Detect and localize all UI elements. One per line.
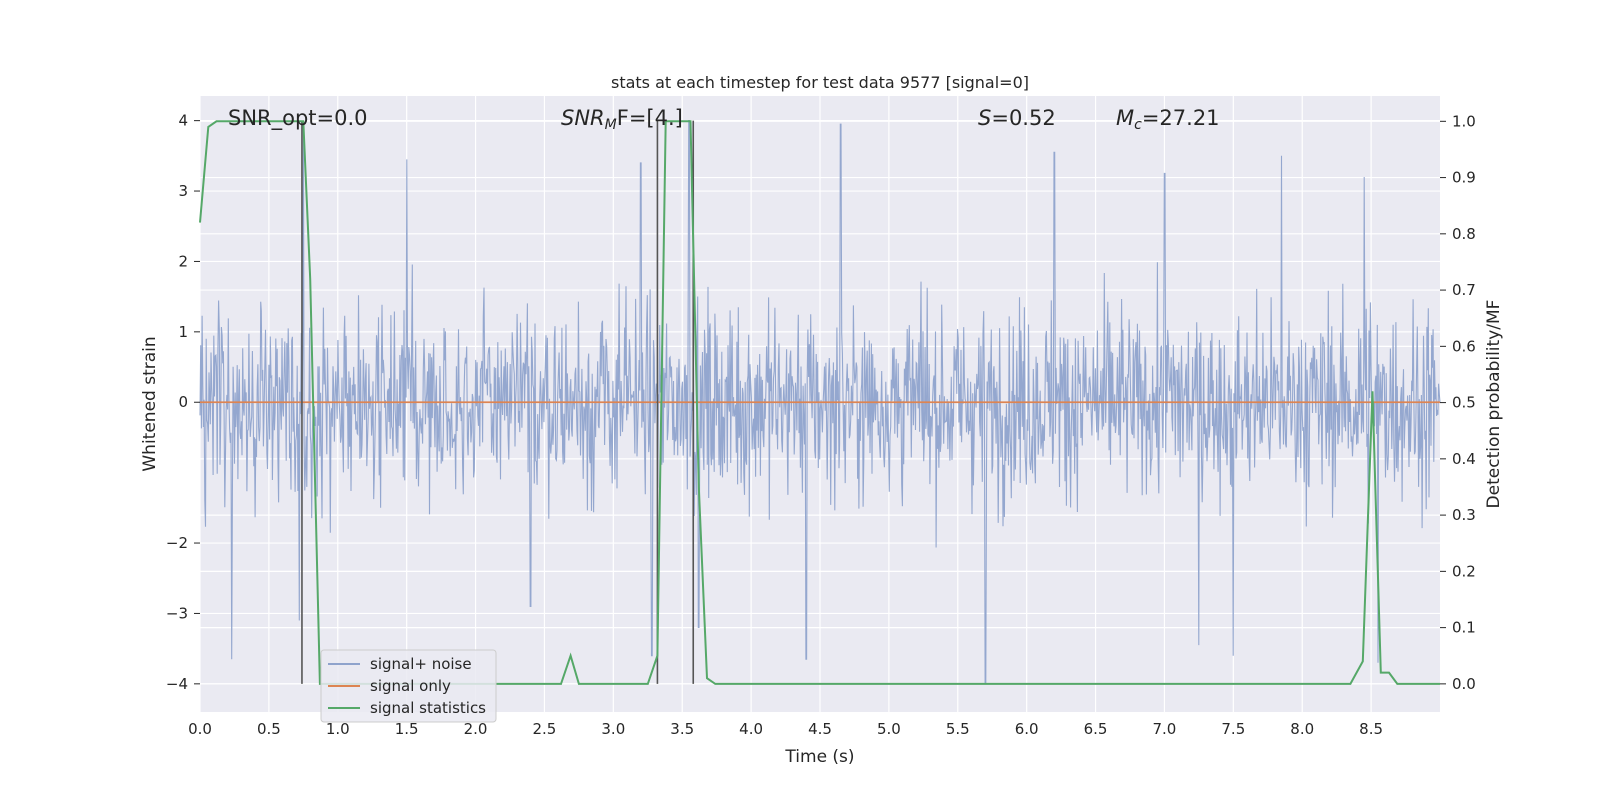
- annotation-mc-value: =27.21: [1142, 106, 1220, 130]
- x-tick-label: 0.0: [188, 720, 212, 738]
- y-right-tick-label: 0.7: [1452, 281, 1476, 299]
- y-left-tick-label: −4: [166, 675, 188, 693]
- annotation-snr-mf-main: SNR: [561, 106, 605, 130]
- y-right-tick-label: 0.4: [1452, 450, 1476, 468]
- y-left-tick-label: 1: [178, 323, 188, 341]
- y-right-tick-label: 0.0: [1452, 675, 1476, 693]
- x-tick-labels: 0.0 0.5 1.0 1.5 2.0 2.5 3.0 3.5 4.0 4.5 5.0 5.5 6.0 6…: [188, 720, 1383, 738]
- y-left-tick-label: 3: [178, 182, 188, 200]
- x-tick-label: 2.0: [464, 720, 488, 738]
- annotation-s-name: S: [978, 106, 991, 130]
- y-right-tick-label: 0.8: [1452, 225, 1476, 243]
- y-left-tick-label: 2: [178, 252, 188, 270]
- y-left-axis-label: Whitened strain: [140, 336, 160, 471]
- annotation-snr-mf-sub: M: [605, 117, 617, 133]
- x-tick-label: 1.5: [395, 720, 419, 738]
- x-tick-label: 8.5: [1359, 720, 1383, 738]
- legend-label-signal-noise: signal+ noise: [370, 655, 472, 673]
- x-tick-label: 5.0: [877, 720, 901, 738]
- x-tick-label: 4.0: [739, 720, 763, 738]
- x-tick-label: 2.5: [533, 720, 557, 738]
- annotation-s-value: =0.52: [991, 106, 1055, 130]
- y-right-tick-labels: 1.0 0.9 0.8 0.7 0.6 0.5 0.4 0.3 0.2 0.1 0.0: [1440, 112, 1476, 693]
- x-tick-label: 8.0: [1290, 720, 1314, 738]
- x-tick-label: 6.0: [1015, 720, 1039, 738]
- annotation-mc-main: M: [1116, 106, 1134, 130]
- series-signal-statistics-line: [199, 120, 1440, 685]
- y-left-tick-label: −3: [166, 604, 188, 622]
- y-right-tick-label: 0.9: [1452, 169, 1476, 187]
- y-right-tick-label: 0.6: [1452, 337, 1476, 355]
- y-right-tick-label: 0.5: [1452, 394, 1476, 412]
- legend-label-signal-statistics: signal statistics: [370, 699, 486, 717]
- annotation-s: S=0.52: [978, 106, 1056, 130]
- x-axis-label: Time (s): [784, 747, 854, 767]
- legend-label-signal-only: signal only: [370, 677, 451, 695]
- annotation-snr-mf-rest: F=[4.]: [617, 106, 683, 130]
- x-tick-label: 4.5: [808, 720, 832, 738]
- x-tick-label: 3.5: [670, 720, 694, 738]
- y-right-tick-label: 0.1: [1452, 619, 1476, 637]
- y-left-tick-label: −2: [166, 534, 188, 552]
- legend: signal+ noise signal only signal statist…: [320, 649, 497, 723]
- series-signal-noise-line: [199, 120, 1441, 685]
- y-left-tick-label: 0: [178, 393, 188, 411]
- y-left-tick-label: 4: [178, 112, 188, 130]
- x-tick-label: 7.0: [1153, 720, 1177, 738]
- y-right-axis-label: Detection probability/MF: [1484, 300, 1504, 509]
- x-tick-label: 1.0: [326, 720, 350, 738]
- annotation-snr-opt: SNR_opt=0.0: [228, 106, 368, 131]
- x-tick-label: 6.5: [1084, 720, 1108, 738]
- y-left-tick-labels: 4 3 2 1 0 −2 −3 −4: [166, 112, 200, 693]
- series-signal-statistics: [199, 120, 1440, 685]
- annotation-mc-sub: c: [1134, 117, 1142, 133]
- x-tick-label: 7.5: [1221, 720, 1245, 738]
- annotation-snr-mf: SNRMF=[4.]: [561, 106, 683, 133]
- x-tick-label: 0.5: [257, 720, 281, 738]
- series-signal-noise: [199, 120, 1441, 685]
- chart-title: stats at each timestep for test data 957…: [611, 73, 1029, 92]
- y-right-tick-label: 0.2: [1452, 562, 1476, 580]
- x-tick-label: 3.0: [601, 720, 625, 738]
- annotation-mc: Mc=27.21: [1116, 106, 1220, 133]
- x-tick-label: 5.5: [946, 720, 970, 738]
- legend-frame: [320, 649, 497, 723]
- y-right-tick-label: 1.0: [1452, 112, 1476, 130]
- y-right-tick-label: 0.3: [1452, 506, 1476, 524]
